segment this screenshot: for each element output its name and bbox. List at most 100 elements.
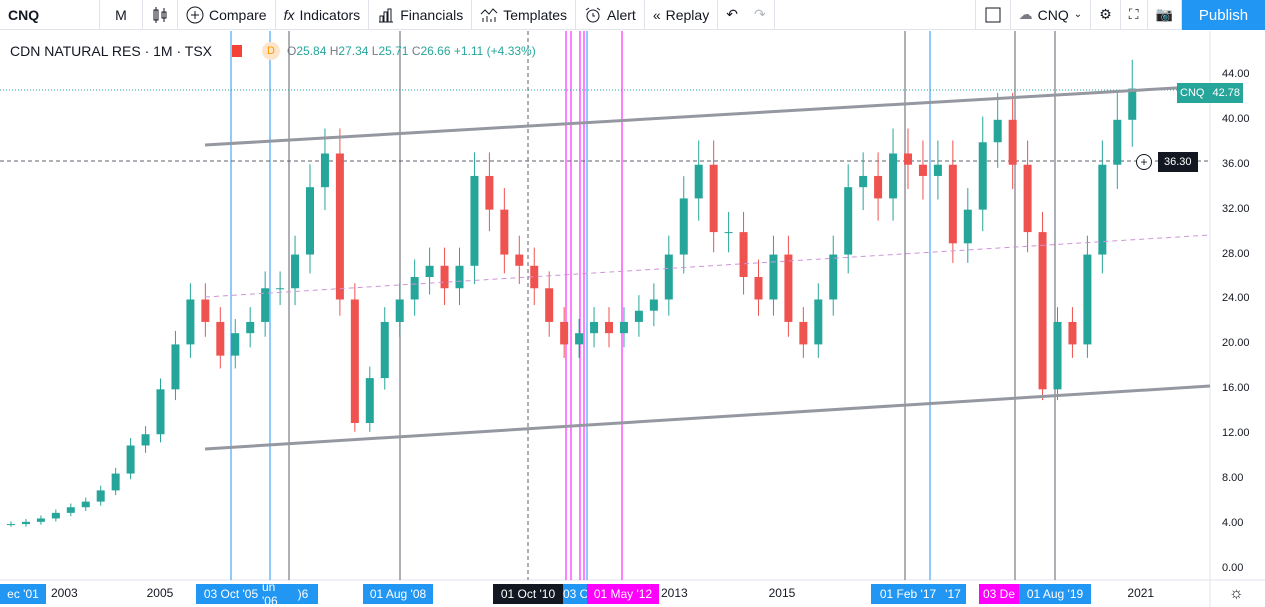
time-tick: 2005 bbox=[146, 586, 174, 600]
candle-body bbox=[1113, 119, 1122, 165]
undo-icon: ↶ bbox=[726, 6, 738, 22]
date-marker-tag: 01 Aug '08 bbox=[363, 584, 433, 604]
replay-button[interactable]: «Replay bbox=[645, 0, 719, 30]
date-marker-tag: 03 De bbox=[979, 584, 1019, 604]
candle-body bbox=[799, 321, 808, 345]
candle-body bbox=[276, 288, 285, 290]
financials-button[interactable]: Financials bbox=[369, 0, 473, 30]
cloud-symbol-label: CNQ bbox=[1037, 6, 1069, 23]
plus-circle-icon bbox=[186, 6, 204, 23]
snapshot-button[interactable]: 📷 bbox=[1148, 0, 1182, 30]
candle-body bbox=[739, 232, 748, 278]
candle-body bbox=[335, 153, 344, 300]
ohlc-values: O25.84 H27.34 L25.71 C26.66 +1.11 (+4.33… bbox=[287, 44, 536, 58]
last-price-tag: CNQ 42.78 bbox=[1177, 83, 1243, 103]
compare-button[interactable]: Compare bbox=[178, 0, 276, 30]
symbol-label: CNQ bbox=[8, 6, 40, 23]
candle-body bbox=[395, 299, 404, 322]
candle-body bbox=[350, 299, 359, 424]
candle-body bbox=[1008, 119, 1017, 165]
publish-button[interactable]: Publish bbox=[1182, 0, 1265, 30]
candle-body bbox=[36, 518, 45, 522]
axis-settings-icon[interactable]: ☼ bbox=[1229, 585, 1244, 602]
candle-body bbox=[694, 164, 703, 199]
time-tick: 2015 bbox=[768, 586, 796, 600]
candle-body bbox=[679, 198, 688, 255]
interval-button[interactable]: M bbox=[100, 0, 143, 30]
candle-body bbox=[530, 265, 539, 289]
undo-button[interactable]: ↶ bbox=[718, 0, 746, 30]
candle-body bbox=[560, 321, 569, 345]
dividend-badge[interactable]: D bbox=[262, 42, 280, 60]
candle-body bbox=[440, 265, 449, 289]
cloud-symbol-button[interactable]: ☁ CNQ ⌄ bbox=[1011, 0, 1092, 30]
price-tick: 28.00 bbox=[1222, 247, 1250, 260]
price-chart[interactable] bbox=[0, 31, 1265, 607]
alert-label: Alert bbox=[607, 6, 636, 23]
bar-chart-icon bbox=[379, 8, 394, 22]
price-tick: 8.00 bbox=[1222, 472, 1244, 485]
chevron-down-icon: ⌄ bbox=[1073, 9, 1083, 20]
candle-body bbox=[814, 299, 823, 345]
redo-button[interactable]: ↷ bbox=[746, 0, 775, 30]
add-alert-icon[interactable]: + bbox=[1136, 154, 1152, 170]
candle-body bbox=[500, 209, 509, 255]
candle-body bbox=[291, 254, 300, 289]
candle-body bbox=[605, 321, 613, 334]
date-marker-tag: '17 bbox=[940, 584, 966, 604]
candle-body bbox=[649, 299, 658, 311]
compare-label: Compare bbox=[209, 6, 267, 23]
candle-body bbox=[978, 142, 987, 210]
candle-body bbox=[380, 321, 389, 379]
candle-body bbox=[216, 321, 225, 356]
candle-body bbox=[1098, 164, 1107, 255]
date-marker-tag: 01 Oct '10 bbox=[493, 584, 563, 604]
candle-body bbox=[1128, 88, 1137, 120]
alert-button[interactable]: Alert bbox=[576, 0, 645, 30]
time-tick: 2013 bbox=[661, 586, 688, 600]
flag-icon bbox=[232, 45, 242, 57]
candle-body bbox=[81, 501, 90, 508]
financials-label: Financials bbox=[400, 6, 464, 23]
candle-body bbox=[769, 254, 778, 300]
candle-body bbox=[231, 333, 240, 356]
candle-body bbox=[844, 187, 853, 255]
camera-icon: 📷 bbox=[1155, 6, 1173, 22]
date-marker-tag: 03 O bbox=[563, 584, 589, 604]
candle-body bbox=[7, 524, 15, 526]
price-tick: 4.00 bbox=[1222, 517, 1244, 530]
date-marker-tag: 03 Oct '05 bbox=[196, 584, 266, 604]
candle-body bbox=[306, 187, 314, 255]
templates-button[interactable]: Templates bbox=[472, 0, 577, 30]
rewind-icon: « bbox=[652, 6, 661, 23]
candle-body bbox=[904, 153, 912, 165]
fullscreen-icon: ⛶ bbox=[1128, 6, 1139, 22]
indicators-label: Indicators bbox=[299, 6, 361, 23]
settings-button[interactable]: ⚙ bbox=[1091, 0, 1121, 30]
layout-button[interactable] bbox=[974, 0, 1011, 30]
candle-body bbox=[21, 521, 30, 525]
candle-body bbox=[784, 254, 793, 322]
candle-body bbox=[1053, 321, 1062, 390]
candle-body bbox=[425, 265, 434, 278]
symbol-search[interactable]: CNQ bbox=[0, 0, 100, 30]
alarm-icon bbox=[585, 7, 601, 22]
candle-body bbox=[948, 164, 957, 244]
candle-body bbox=[889, 153, 898, 199]
price-tick: 20.00 bbox=[1222, 337, 1250, 350]
indicators-button[interactable]: fx Indicators bbox=[276, 0, 370, 30]
candle-body bbox=[1023, 164, 1032, 233]
candle-body bbox=[724, 232, 733, 234]
date-marker-tag: ec '01 bbox=[0, 584, 46, 604]
candle-body bbox=[141, 434, 150, 446]
time-tick: 2021 bbox=[1127, 586, 1155, 600]
candle-body bbox=[51, 512, 60, 519]
candle-body bbox=[515, 254, 524, 266]
price-tick: 44.00 bbox=[1222, 67, 1250, 80]
candle-body bbox=[96, 490, 105, 502]
fullscreen-button[interactable]: ⛶ bbox=[1121, 0, 1148, 30]
date-marker-tag: 01 Feb '17 bbox=[871, 584, 945, 604]
chart-type-button[interactable] bbox=[143, 0, 178, 30]
chart-legend: CDN NATURAL RES · 1M · TSX D bbox=[10, 42, 280, 60]
candle-body bbox=[470, 175, 479, 266]
